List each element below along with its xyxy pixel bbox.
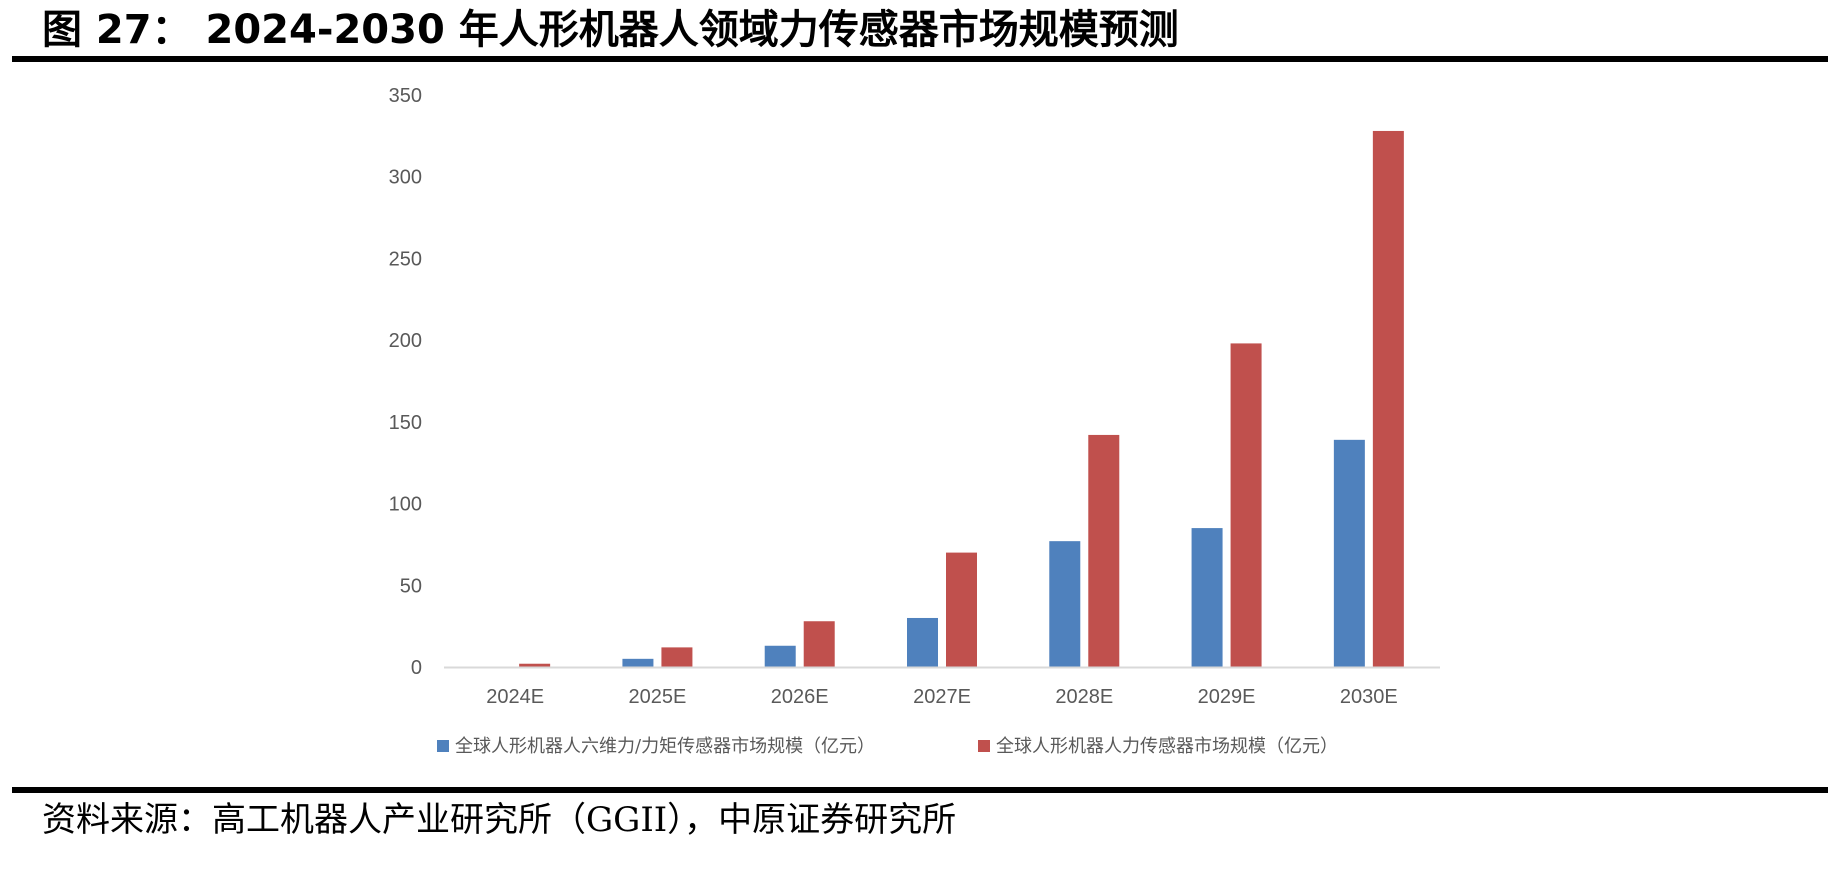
y-tick-label: 350 — [389, 85, 422, 107]
y-tick-label: 0 — [411, 657, 422, 679]
y-tick-label: 50 — [400, 575, 422, 597]
legend-label-series-2: 全球人形机器人力传感器市场规模（亿元） — [996, 736, 1338, 757]
bar-series-1-2027E — [907, 617, 938, 667]
legend-label-series-1: 全球人形机器人六维力/力矩传感器市场规模（亿元） — [455, 736, 875, 757]
bottom-rule — [12, 787, 1828, 793]
bar-series-2-2024E — [519, 663, 551, 667]
source-note: 资料来源：高工机器人产业研究所（GGII），中原证券研究所 — [42, 800, 957, 840]
bar-series-2-2029E — [1230, 343, 1262, 667]
y-tick-label: 150 — [389, 412, 422, 434]
bar-series-2-2028E — [1088, 434, 1120, 667]
bar-series-2-2030E — [1372, 130, 1404, 667]
y-tick-label: 200 — [389, 330, 422, 352]
bar-series-2-2025E — [661, 647, 693, 667]
x-tick-label: 2028E — [1055, 686, 1113, 708]
bars — [519, 130, 1404, 667]
top-rule — [12, 56, 1828, 62]
legend-swatch-series-2 — [978, 740, 990, 752]
bar-series-1-2028E — [1049, 541, 1081, 667]
bar-series-1-2025E — [622, 658, 654, 667]
x-tick-label: 2025E — [629, 686, 687, 708]
x-tick-label: 2029E — [1198, 686, 1256, 708]
x-tick-label: 2030E — [1340, 686, 1398, 708]
bar-series-1-2029E — [1191, 528, 1223, 667]
x-axis: 2024E 2025E 2026E 2027E 2028E 2029E 2030E — [486, 686, 1398, 708]
y-axis: 0 50 100 150 200 250 300 350 — [389, 85, 422, 679]
figure-title: 图 27： 2024-2030 年人形机器人领域力传感器市场规模预测 — [42, 7, 1179, 53]
legend-swatch-series-1 — [437, 740, 449, 752]
x-tick-label: 2027E — [913, 686, 971, 708]
bar-series-2-2027E — [946, 552, 977, 667]
y-tick-label: 250 — [389, 248, 422, 270]
x-tick-label: 2026E — [771, 686, 829, 708]
bar-series-2-2026E — [803, 621, 835, 667]
x-tick-label: 2024E — [486, 686, 544, 708]
legend: 全球人形机器人六维力/力矩传感器市场规模（亿元） 全球人形机器人力传感器市场规模（… — [437, 736, 1338, 757]
y-tick-label: 300 — [389, 167, 422, 189]
y-tick-label: 100 — [389, 494, 422, 516]
bar-series-1-2030E — [1333, 439, 1365, 667]
bar-series-1-2026E — [764, 645, 796, 667]
